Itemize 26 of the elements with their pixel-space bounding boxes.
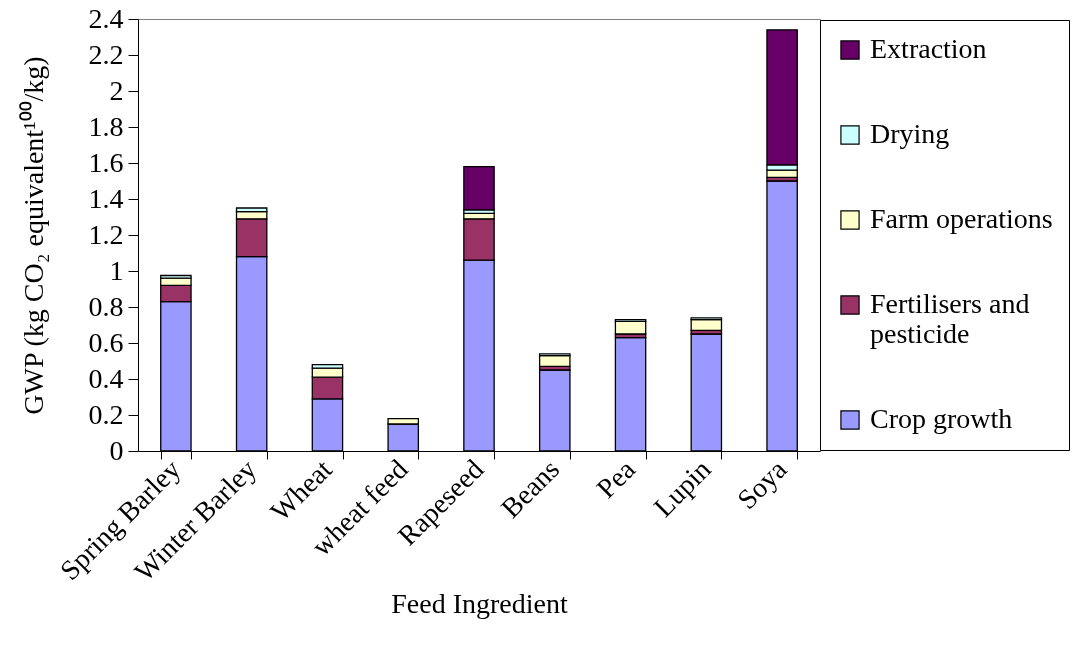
- legend-label: Crop growth: [870, 403, 1013, 434]
- legend-label: Fertilisers and pesticide: [870, 288, 1030, 349]
- bar: [538, 354, 571, 368]
- y-tick-label: 0.8: [88, 290, 124, 322]
- y-tick-label: 0: [109, 434, 124, 466]
- y-axis-title: GWP (kg CO₂ equivalent¹⁰⁰/kg): [17, 56, 49, 415]
- legend-label: Extraction: [870, 33, 987, 64]
- y-tick-label: 1.8: [88, 110, 124, 142]
- y-tick-label: 0.6: [88, 326, 124, 358]
- x-tick-label: Pea: [590, 453, 642, 504]
- y-tick-label: 2.4: [88, 2, 124, 34]
- y-tick-label: 1.6: [88, 146, 124, 178]
- bar: [463, 165, 495, 211]
- y-tick-label: 1: [109, 254, 124, 286]
- y-tick-label: 0.2: [88, 398, 124, 430]
- y-tick-label: 0.4: [88, 362, 124, 394]
- bar: [614, 320, 647, 335]
- y-tick-label: 2.2: [88, 38, 124, 70]
- x-tick-label: Soya: [730, 453, 793, 515]
- x-axis-title: Feed Ingredient: [391, 588, 568, 620]
- y-tick-label: 1.2: [88, 218, 124, 250]
- bar: [690, 318, 723, 332]
- y-tick-label: 1.4: [88, 182, 124, 214]
- legend-label: Farm operations: [870, 203, 1053, 234]
- legend-label: Drying: [870, 118, 950, 149]
- y-tick-label: 2: [109, 74, 124, 106]
